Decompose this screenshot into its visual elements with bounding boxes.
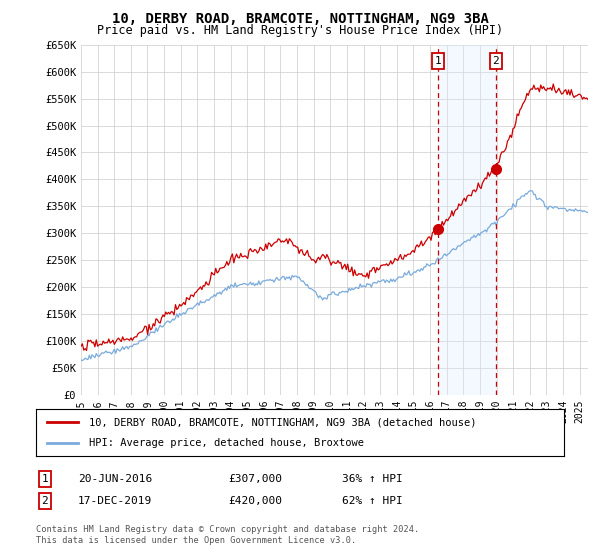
Text: 2: 2 bbox=[41, 496, 49, 506]
Text: Price paid vs. HM Land Registry's House Price Index (HPI): Price paid vs. HM Land Registry's House … bbox=[97, 24, 503, 36]
Text: 20-JUN-2016: 20-JUN-2016 bbox=[78, 474, 152, 484]
Text: £307,000: £307,000 bbox=[228, 474, 282, 484]
Text: £420,000: £420,000 bbox=[228, 496, 282, 506]
Text: 10, DERBY ROAD, BRAMCOTE, NOTTINGHAM, NG9 3BA (detached house): 10, DERBY ROAD, BRAMCOTE, NOTTINGHAM, NG… bbox=[89, 417, 476, 427]
Text: 1: 1 bbox=[41, 474, 49, 484]
Text: 62% ↑ HPI: 62% ↑ HPI bbox=[342, 496, 403, 506]
Text: 10, DERBY ROAD, BRAMCOTE, NOTTINGHAM, NG9 3BA: 10, DERBY ROAD, BRAMCOTE, NOTTINGHAM, NG… bbox=[112, 12, 488, 26]
Bar bbox=[438, 45, 496, 395]
Text: 1: 1 bbox=[434, 56, 441, 66]
Text: Contains HM Land Registry data © Crown copyright and database right 2024.
This d: Contains HM Land Registry data © Crown c… bbox=[36, 525, 419, 545]
Text: 2: 2 bbox=[493, 56, 499, 66]
Text: 36% ↑ HPI: 36% ↑ HPI bbox=[342, 474, 403, 484]
Text: 17-DEC-2019: 17-DEC-2019 bbox=[78, 496, 152, 506]
Text: HPI: Average price, detached house, Broxtowe: HPI: Average price, detached house, Brox… bbox=[89, 438, 364, 448]
